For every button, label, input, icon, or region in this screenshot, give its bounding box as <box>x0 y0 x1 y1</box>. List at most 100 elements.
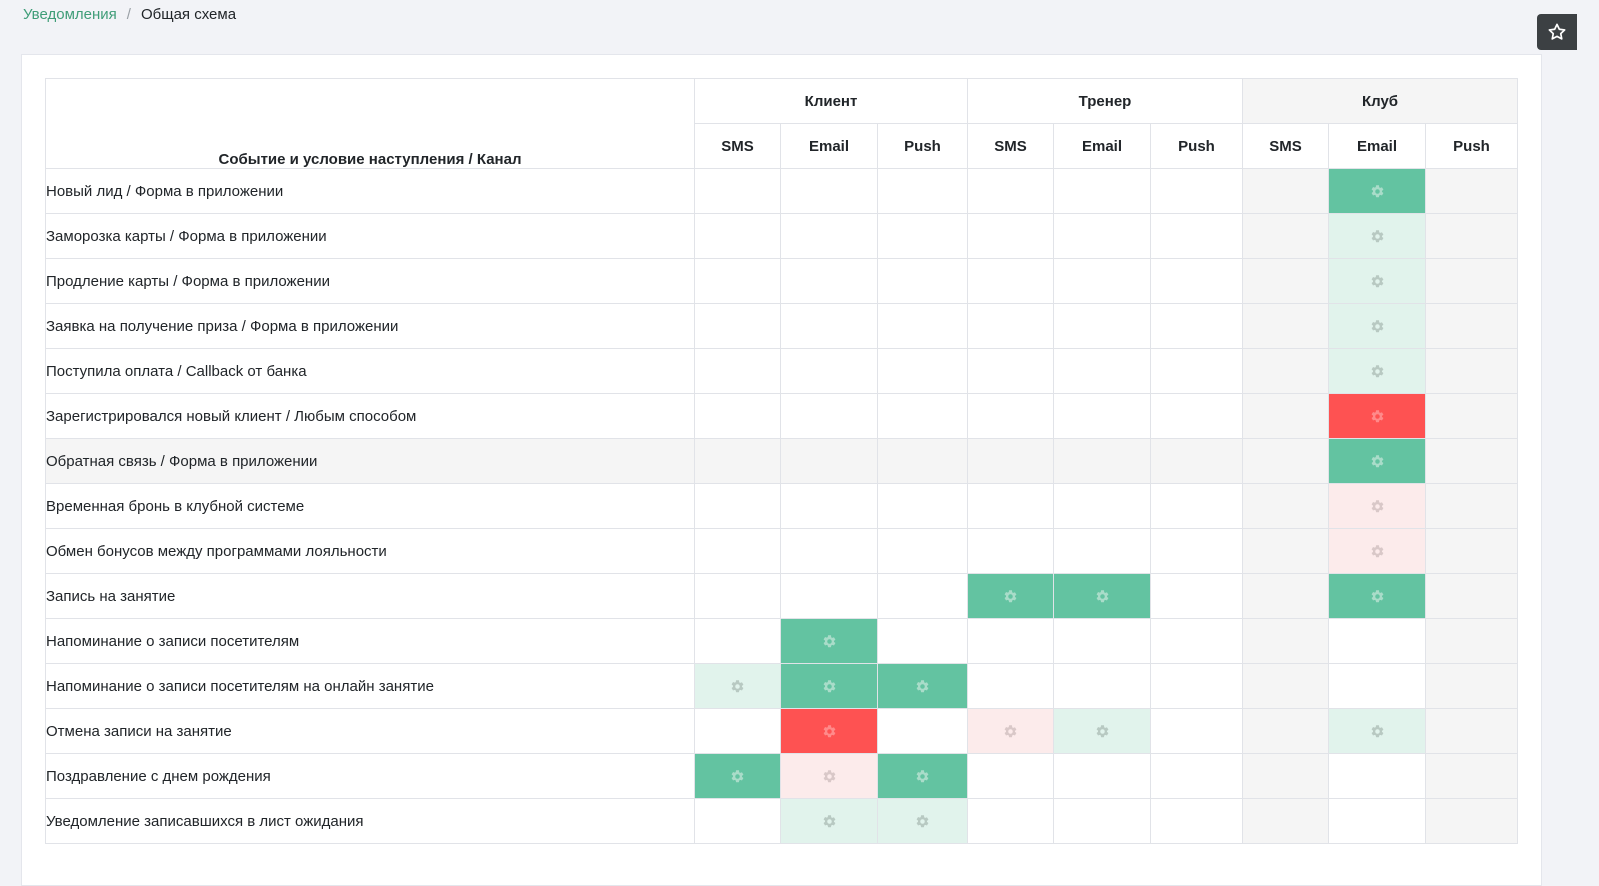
channel-cell[interactable] <box>780 753 878 799</box>
channel-cell[interactable] <box>780 393 878 439</box>
channel-cell[interactable] <box>694 528 781 574</box>
channel-cell[interactable] <box>780 348 878 394</box>
channel-cell[interactable] <box>1242 483 1329 529</box>
channel-cell[interactable] <box>1425 258 1518 304</box>
channel-cell[interactable] <box>1150 663 1243 709</box>
channel-cell[interactable] <box>780 438 878 484</box>
channel-cell[interactable] <box>967 708 1054 754</box>
channel-cell[interactable] <box>780 168 878 214</box>
channel-cell[interactable] <box>1150 438 1243 484</box>
channel-cell[interactable] <box>1053 438 1151 484</box>
channel-cell[interactable] <box>1242 213 1329 259</box>
channel-cell[interactable] <box>694 573 781 619</box>
channel-cell[interactable] <box>877 573 968 619</box>
channel-cell[interactable] <box>967 258 1054 304</box>
channel-cell[interactable] <box>967 213 1054 259</box>
channel-cell[interactable] <box>1242 393 1329 439</box>
channel-cell[interactable] <box>1053 753 1151 799</box>
channel-cell[interactable] <box>1053 303 1151 349</box>
channel-cell[interactable] <box>967 663 1054 709</box>
channel-cell[interactable] <box>967 618 1054 664</box>
channel-cell[interactable] <box>1242 663 1329 709</box>
channel-cell[interactable] <box>1150 483 1243 529</box>
channel-cell[interactable] <box>1425 798 1518 844</box>
channel-cell[interactable] <box>1053 348 1151 394</box>
channel-cell[interactable] <box>1150 258 1243 304</box>
channel-cell[interactable] <box>1150 753 1243 799</box>
channel-cell[interactable] <box>1150 393 1243 439</box>
channel-cell[interactable] <box>694 168 781 214</box>
channel-cell[interactable] <box>780 798 878 844</box>
channel-cell[interactable] <box>967 573 1054 619</box>
channel-cell[interactable] <box>1242 258 1329 304</box>
channel-cell[interactable] <box>877 213 968 259</box>
channel-cell[interactable] <box>1053 798 1151 844</box>
channel-cell[interactable] <box>1242 798 1329 844</box>
channel-cell[interactable] <box>1425 663 1518 709</box>
channel-cell[interactable] <box>967 438 1054 484</box>
channel-cell[interactable] <box>1053 483 1151 529</box>
channel-cell[interactable] <box>1242 438 1329 484</box>
channel-cell[interactable] <box>1150 348 1243 394</box>
channel-cell[interactable] <box>1328 708 1426 754</box>
channel-cell[interactable] <box>1053 258 1151 304</box>
channel-cell[interactable] <box>1425 348 1518 394</box>
channel-cell[interactable] <box>694 618 781 664</box>
channel-cell[interactable] <box>1328 393 1426 439</box>
channel-cell[interactable] <box>877 663 968 709</box>
channel-cell[interactable] <box>1425 708 1518 754</box>
channel-cell[interactable] <box>877 753 968 799</box>
channel-cell[interactable] <box>967 528 1054 574</box>
channel-cell[interactable] <box>877 258 968 304</box>
channel-cell[interactable] <box>780 708 878 754</box>
channel-cell[interactable] <box>780 483 878 529</box>
channel-cell[interactable] <box>1425 528 1518 574</box>
breadcrumb-notifications-link[interactable]: Уведомления <box>23 6 117 23</box>
channel-cell[interactable] <box>694 213 781 259</box>
channel-cell[interactable] <box>1053 213 1151 259</box>
channel-cell[interactable] <box>1242 348 1329 394</box>
channel-cell[interactable] <box>1328 528 1426 574</box>
channel-cell[interactable] <box>877 168 968 214</box>
channel-cell[interactable] <box>1425 483 1518 529</box>
channel-cell[interactable] <box>780 573 878 619</box>
channel-cell[interactable] <box>877 393 968 439</box>
channel-cell[interactable] <box>1242 303 1329 349</box>
channel-cell[interactable] <box>1425 438 1518 484</box>
channel-cell[interactable] <box>967 168 1054 214</box>
channel-cell[interactable] <box>1150 213 1243 259</box>
channel-cell[interactable] <box>967 348 1054 394</box>
channel-cell[interactable] <box>877 483 968 529</box>
channel-cell[interactable] <box>1053 168 1151 214</box>
channel-cell[interactable] <box>694 708 781 754</box>
channel-cell[interactable] <box>1053 393 1151 439</box>
channel-cell[interactable] <box>1053 708 1151 754</box>
channel-cell[interactable] <box>1242 618 1329 664</box>
channel-cell[interactable] <box>780 618 878 664</box>
channel-cell[interactable] <box>1328 303 1426 349</box>
channel-cell[interactable] <box>1328 753 1426 799</box>
channel-cell[interactable] <box>694 753 781 799</box>
channel-cell[interactable] <box>694 303 781 349</box>
favorite-button[interactable] <box>1537 14 1577 50</box>
channel-cell[interactable] <box>780 258 878 304</box>
channel-cell[interactable] <box>967 798 1054 844</box>
channel-cell[interactable] <box>1425 753 1518 799</box>
channel-cell[interactable] <box>780 663 878 709</box>
channel-cell[interactable] <box>877 348 968 394</box>
channel-cell[interactable] <box>967 303 1054 349</box>
channel-cell[interactable] <box>1328 438 1426 484</box>
channel-cell[interactable] <box>1150 528 1243 574</box>
channel-cell[interactable] <box>877 438 968 484</box>
channel-cell[interactable] <box>1053 663 1151 709</box>
channel-cell[interactable] <box>1242 168 1329 214</box>
channel-cell[interactable] <box>1425 618 1518 664</box>
channel-cell[interactable] <box>1053 528 1151 574</box>
channel-cell[interactable] <box>694 393 781 439</box>
channel-cell[interactable] <box>1242 708 1329 754</box>
channel-cell[interactable] <box>1328 168 1426 214</box>
channel-cell[interactable] <box>694 438 781 484</box>
channel-cell[interactable] <box>877 618 968 664</box>
channel-cell[interactable] <box>1425 213 1518 259</box>
channel-cell[interactable] <box>877 303 968 349</box>
